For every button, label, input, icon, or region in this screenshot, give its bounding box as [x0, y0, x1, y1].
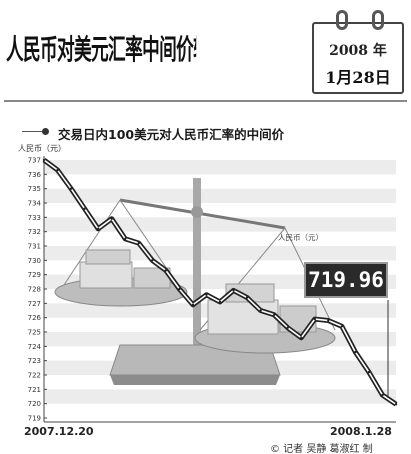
- data-point: [367, 370, 371, 374]
- y-tick-label: 720: [28, 400, 41, 408]
- data-point: [218, 300, 222, 304]
- x-start-label: 2007.12.20: [24, 425, 94, 438]
- data-point: [151, 259, 154, 262]
- data-point: [286, 326, 289, 329]
- y-axis-label: 人民币（元）: [18, 144, 66, 153]
- data-point: [191, 303, 195, 306]
- chart-title-bullet: [42, 128, 49, 135]
- money-stack: [85, 249, 131, 265]
- data-point: [394, 403, 398, 406]
- y-tick-label: 723: [28, 357, 41, 365]
- calendar-year: 2008 年: [329, 43, 387, 59]
- y-tick-label: 729: [28, 271, 41, 279]
- calendar-ring-icon: [336, 10, 348, 30]
- data-point: [205, 293, 208, 296]
- grid-band: [44, 389, 396, 404]
- credit-line: © 记者 吴静 葛淑红 制: [270, 444, 373, 454]
- grid-band: [44, 246, 396, 261]
- data-point: [327, 319, 330, 322]
- data-point: [272, 313, 276, 316]
- data-point: [83, 207, 86, 210]
- y-tick-label: 724: [28, 343, 42, 351]
- y-tick-label: 732: [28, 228, 41, 236]
- y-tick-label: 731: [28, 243, 41, 251]
- data-point: [178, 287, 181, 291]
- y-tick-labels: 737 736 735 734 733 732 731 730 729 728 727 726 725 7…: [28, 157, 47, 423]
- data-point: [164, 269, 168, 272]
- money-stack: [207, 299, 279, 335]
- data-point: [232, 289, 235, 292]
- scale-base-edge: [110, 375, 280, 385]
- headline: 人民币对美元汇率中间价轻松突破7.2整数关口: [6, 33, 196, 66]
- data-point: [42, 158, 46, 162]
- grid-band: [44, 188, 396, 203]
- chart-title: 交易日内100美元对人民币汇率的中间价: [58, 127, 285, 142]
- data-point: [124, 237, 127, 241]
- data-point: [245, 296, 249, 299]
- data-point: [300, 336, 303, 339]
- y-tick-label: 727: [28, 300, 41, 308]
- divider: [4, 100, 407, 102]
- y-tick-label: 734: [28, 200, 42, 208]
- y-tick-label: 735: [28, 185, 41, 193]
- y-tick-label: 733: [28, 214, 41, 222]
- latest-value-callout: 719.96: [304, 262, 388, 298]
- data-point: [56, 168, 59, 172]
- data-point: [354, 350, 357, 354]
- data-point: [313, 317, 316, 321]
- y-tick-label: 722: [28, 372, 41, 380]
- data-point: [110, 217, 113, 220]
- y-tick-label: 730: [28, 257, 41, 265]
- chart-title-leader: [22, 131, 44, 132]
- x-end-label: 2008.1.28: [330, 425, 392, 438]
- y-tick-label: 737: [28, 157, 41, 165]
- calendar-badge: 2008 年 1月28日: [312, 10, 404, 94]
- data-point: [340, 325, 344, 328]
- y-tick-label: 728: [28, 286, 41, 294]
- y-tick-label: 725: [28, 329, 41, 337]
- y-tick-label: 721: [28, 386, 41, 394]
- y-tick-label: 719: [28, 415, 41, 423]
- grid-band: [44, 217, 396, 232]
- y-tick-label: 736: [28, 171, 42, 179]
- calendar-date: 1月28日: [325, 68, 391, 87]
- series-line: [42, 157, 398, 407]
- y-tick-label: 726: [28, 314, 42, 322]
- scale-string: [61, 199, 121, 289]
- calendar-ring-icon: [372, 10, 384, 30]
- data-point: [96, 227, 100, 230]
- grid-band: [44, 160, 396, 175]
- money-stack: [79, 261, 133, 289]
- scale-pivot: [191, 206, 203, 218]
- scale-stand: [193, 178, 201, 358]
- data-point: [259, 309, 262, 312]
- data-point: [137, 241, 140, 245]
- scale-note: 人民币（元）: [278, 233, 323, 242]
- data-point: [69, 187, 73, 190]
- data-point: [381, 393, 384, 397]
